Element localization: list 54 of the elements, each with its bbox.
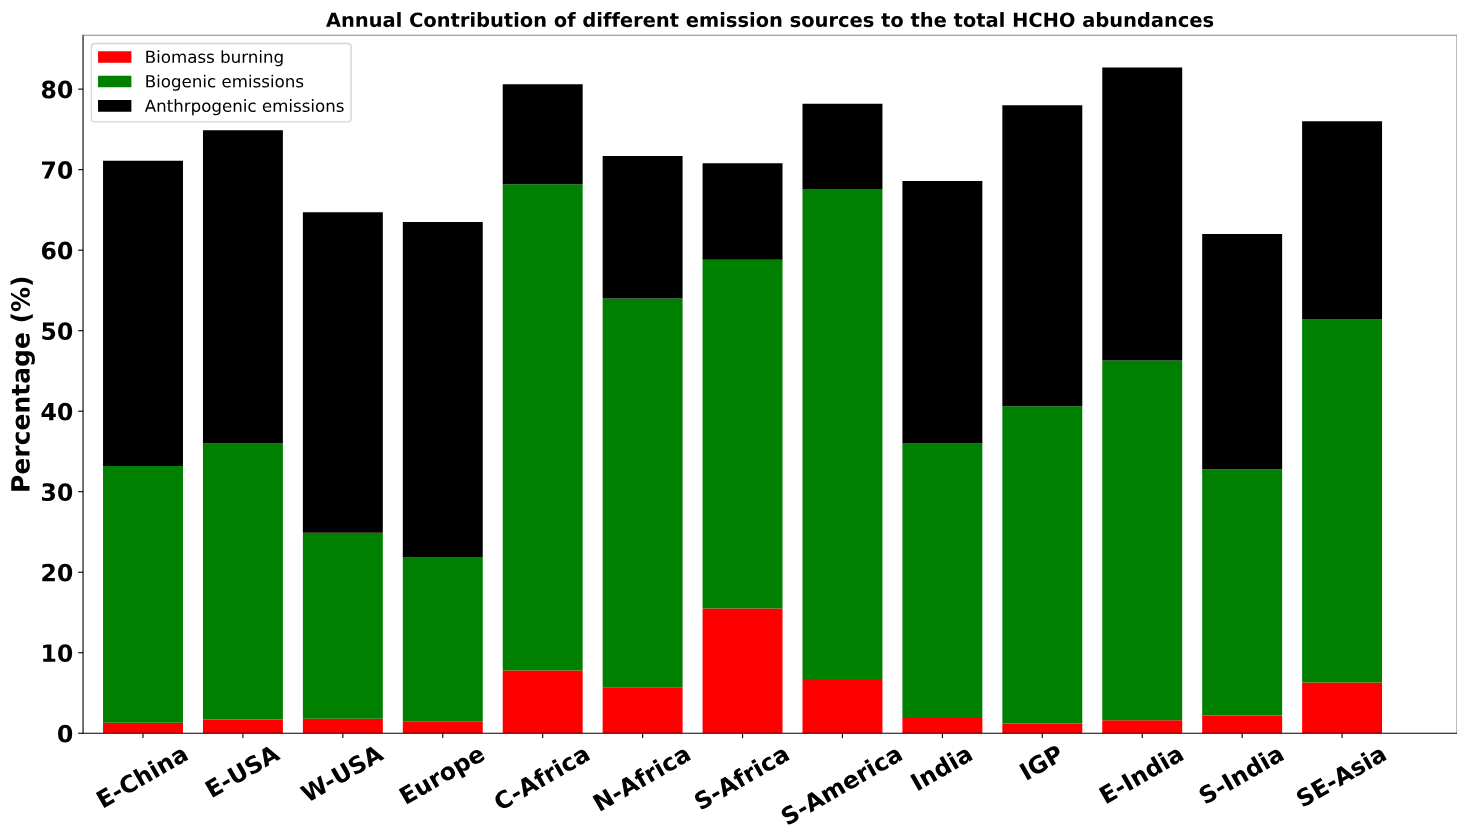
bar: [1102, 720, 1183, 734]
bar: [702, 163, 783, 260]
bar: [402, 221, 483, 557]
legend-label: Anthrpogenic emissions: [144, 99, 344, 116]
bar: [1002, 105, 1083, 407]
bar: [103, 722, 183, 734]
bar: [103, 465, 183, 723]
y-tick-label: 30: [42, 483, 73, 502]
bar: [1202, 234, 1283, 470]
bar: [902, 180, 983, 444]
bar: [1102, 360, 1183, 721]
x-tick-label: IGP: [1019, 743, 1065, 781]
bar: [1302, 319, 1383, 683]
bar: [302, 212, 383, 533]
bar: [402, 721, 483, 734]
bar: [802, 188, 883, 681]
bar: [302, 718, 383, 734]
bar: [602, 298, 683, 688]
bar: [1302, 682, 1383, 734]
bar: [1102, 67, 1183, 361]
bar: [402, 556, 483, 722]
bar: [1002, 406, 1083, 724]
y-tick-label: 10: [43, 644, 73, 663]
bar: [202, 719, 283, 734]
y-axis-title: Percentage (%): [10, 277, 35, 491]
bar: [902, 443, 983, 718]
y-tick-label: 60: [41, 241, 73, 260]
legend-label: Biomass burning: [146, 50, 283, 67]
bar: [802, 680, 883, 734]
bar: [502, 184, 583, 671]
bar: [702, 259, 783, 609]
bar: [302, 532, 383, 719]
y-tick-label: 80: [41, 80, 73, 99]
y-tick-label: 50: [42, 322, 73, 340]
bar: [702, 608, 783, 734]
bar: [502, 84, 583, 185]
bar: [502, 670, 583, 734]
bar: [802, 103, 883, 189]
y-tick-label: 0: [58, 724, 73, 743]
bar: [1302, 121, 1383, 320]
y-tick-label: 20: [42, 563, 73, 582]
bar: [202, 130, 283, 444]
bar: [1002, 723, 1083, 734]
bar: [202, 443, 283, 720]
legend-label: Biogenic emissions: [146, 74, 304, 91]
bar: [1202, 469, 1283, 716]
y-tick-label: 70: [42, 161, 73, 179]
bar: [902, 717, 983, 734]
bar: [602, 687, 683, 734]
bar: [1202, 715, 1283, 734]
chart-title: Annual Contribution of different emission sources to the total HCHO abundances: [326, 12, 1214, 28]
bar: [103, 160, 183, 466]
bar: [602, 155, 683, 299]
y-tick-label: 40: [41, 402, 73, 421]
